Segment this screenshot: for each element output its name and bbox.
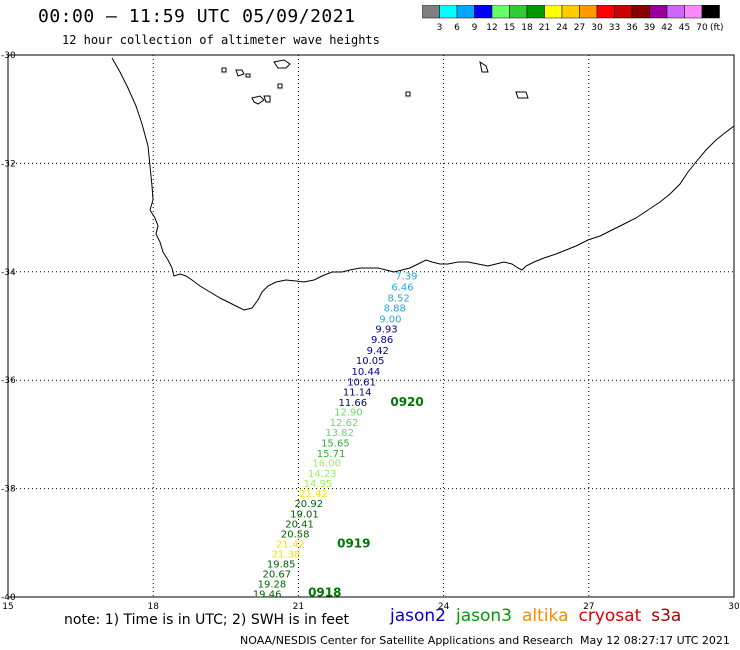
swh-value: 19.85: [267, 559, 296, 570]
swh-value: 13.82: [325, 428, 354, 439]
island-1: [221, 67, 227, 73]
swh-value: 10.44: [352, 367, 381, 378]
island-5: [479, 60, 489, 73]
swh-value: 11.14: [343, 388, 372, 399]
satellite-name-jason3: jason3: [456, 606, 512, 626]
satellite-name-jason2: jason2: [390, 606, 446, 626]
swh-value: 16.00: [312, 459, 341, 470]
island-4: [273, 59, 291, 69]
credit-text: NOAA/NESDIS Center for Satellite Applica…: [240, 634, 574, 647]
swh-value: 14.95: [304, 479, 333, 490]
lon-tick-label: 18: [147, 602, 159, 612]
scale-label: 9: [472, 23, 478, 33]
scale-label: 15: [504, 23, 515, 33]
footnote: note: 1) Time is in UTC; 2) SWH is in fe…: [64, 612, 350, 628]
lon-tick-label: 27: [583, 602, 594, 612]
map-subtitle: 12 hour collection of altimeter wave hei…: [62, 33, 380, 47]
swh-value: 10.05: [356, 356, 385, 367]
scale-label: 3: [437, 23, 443, 33]
swh-value: 9.93: [375, 325, 397, 336]
map-title: 00:00 – 11:59 UTC 05/09/2021: [38, 6, 356, 27]
swh-value: 14.23: [308, 469, 337, 480]
swh-value: 9.86: [371, 335, 393, 346]
scale-label: 33: [609, 23, 620, 33]
satellite-name-s3a: s3a: [651, 606, 682, 626]
scale-label: 45: [679, 23, 690, 33]
swh-value: 12.62: [330, 418, 359, 429]
swh-value: 20.41: [285, 519, 314, 530]
island-2: [235, 69, 251, 78]
lat-tick-label: -30: [1, 51, 16, 61]
scale-label: 39: [644, 23, 656, 33]
lon-tick-label: 30: [728, 602, 740, 612]
island-7: [515, 91, 529, 99]
scale-label: 6: [454, 23, 460, 33]
lat-tick-label: -38: [1, 485, 16, 495]
scale-label: 27: [574, 23, 585, 33]
axis-tick-labels: 15 18 21 24 27 30 -30 -32 -34 -36 -38 -40: [1, 51, 740, 612]
satellite-name-cryosat: cryosat: [578, 606, 642, 626]
swh-value: 9.00: [379, 314, 401, 325]
satellite-name-altika: altika: [522, 606, 569, 626]
scale-label: 70: [696, 23, 708, 33]
time-label: 0918: [308, 586, 341, 600]
island-3: [251, 95, 271, 105]
scale-label: 30: [591, 23, 603, 33]
swh-value: 10.61: [347, 377, 376, 388]
swh-value: 8.52: [387, 293, 409, 304]
lat-lon-grid: [8, 55, 734, 597]
lat-tick-label: -36: [1, 376, 16, 386]
swh-value: 20.58: [281, 530, 310, 541]
lat-tick-label: -32: [1, 159, 16, 169]
swh-value: 20.92: [294, 499, 323, 510]
swh-value: 19.46: [253, 590, 282, 601]
swh-value: 6.46: [391, 282, 413, 293]
swh-value: 19.28: [258, 579, 287, 590]
altimeter-track: 7.396.468.528.889.009.939.869.4210.0510.…: [253, 272, 418, 601]
lat-tick-label: -40: [1, 593, 16, 603]
swh-value: 11.66: [338, 398, 367, 409]
time-label: 0919: [337, 536, 370, 550]
swh-value: 20.67: [262, 570, 291, 581]
credit-date: May 12 08:27:17 UTC 2021: [580, 634, 730, 647]
map-frame: [7, 54, 735, 598]
swh-value: 21.42: [276, 539, 305, 550]
swh-value: 8.88: [384, 304, 406, 315]
swh-value: 15.71: [317, 449, 346, 460]
swh-value: 15.65: [321, 439, 350, 450]
scale-unit: (ft): [710, 23, 724, 33]
swh-value: 9.42: [367, 346, 389, 357]
color-scale-legend: 3 6 9 12 15 18 21 24 27 30 33 36 39 42 45 70 (ft): [422, 5, 724, 33]
scale-swatch: [701, 5, 720, 19]
time-label: 0920: [390, 395, 423, 409]
scale-label: 12: [486, 23, 497, 33]
island-8: [277, 83, 283, 89]
satellite-legend: jason2 jason3 altika cryosat s3a: [390, 606, 691, 626]
swh-value: 21.38: [272, 550, 301, 561]
scale-label: 18: [521, 23, 533, 33]
lon-tick-label: 21: [293, 602, 304, 612]
scale-label: 21: [539, 23, 550, 33]
island-6: [405, 91, 411, 97]
lon-tick-label: 24: [438, 602, 450, 612]
lon-tick-label: 15: [2, 602, 13, 612]
swh-value: 19.01: [290, 510, 319, 521]
lat-tick-label: -34: [1, 268, 16, 278]
swh-value: 12.90: [334, 408, 363, 419]
scale-label: 24: [556, 23, 568, 33]
scale-label: 42: [661, 23, 672, 33]
coastline-south-africa: [111, 57, 735, 311]
time-labels: 0920 0919 0918: [308, 395, 424, 600]
swh-value: 7.39: [395, 272, 417, 283]
swh-value: 21.42: [299, 489, 328, 500]
scale-label: 36: [626, 23, 638, 33]
